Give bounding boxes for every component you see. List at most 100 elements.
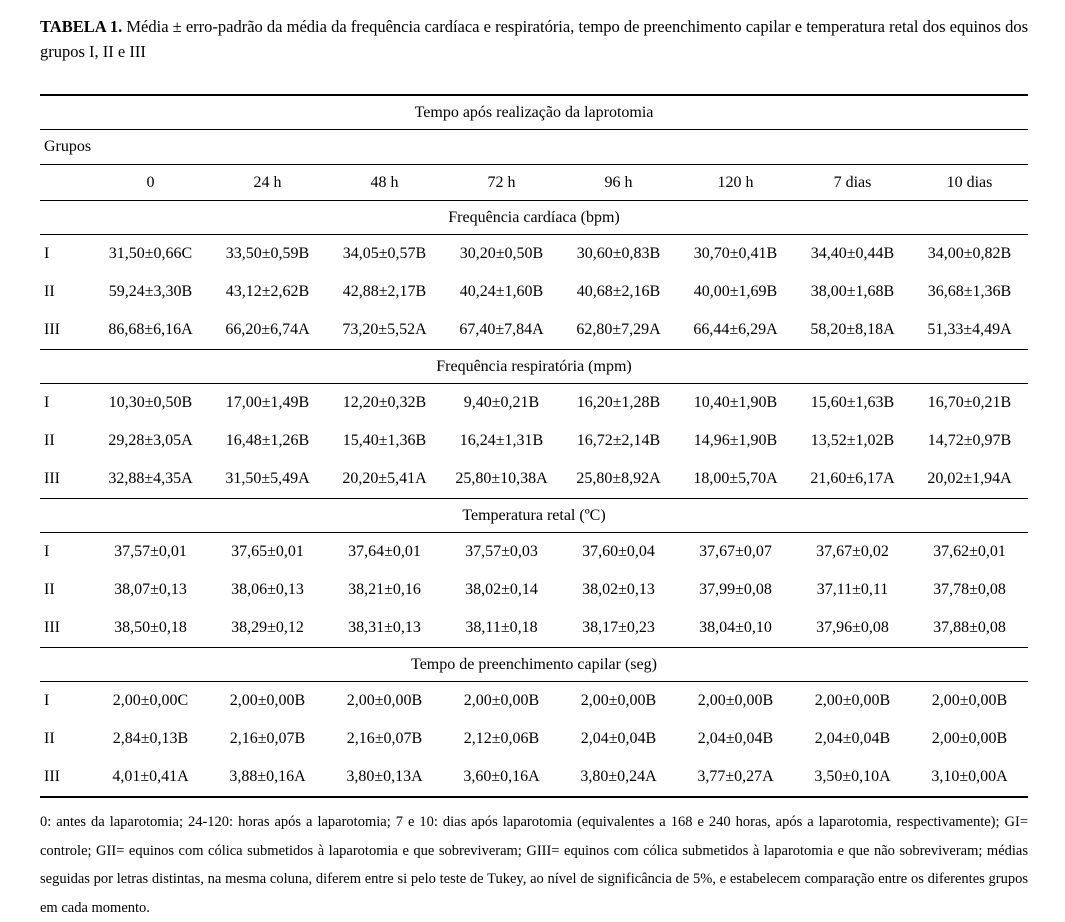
value-cell: 38,00±1,68B	[810, 283, 895, 300]
table-row: III 4,01±0,41A 3,88±0,16A 3,80±0,13A 3,6…	[40, 758, 1028, 798]
value-cell: 38,07±0,13	[114, 581, 187, 598]
value-cell: 2,12±0,06B	[463, 730, 540, 747]
table-row: II 38,07±0,13 38,06±0,13 38,21±0,16 38,0…	[40, 571, 1028, 609]
value-cell: 32,88±4,35A	[92, 460, 209, 499]
value-cell: 14,72±0,97B	[927, 432, 1012, 449]
value-cell: 33,50±0,59B	[225, 245, 310, 262]
group-cell: I	[44, 692, 50, 709]
value-cell: 37,57±0,01	[114, 543, 187, 560]
value-cell: 2,00±0,00C	[112, 692, 189, 709]
value-cell: 86,68±6,16A	[92, 311, 209, 350]
group-cell: II	[44, 581, 55, 598]
value-cell: 10,40±1,90B	[693, 394, 778, 411]
value-cell: 2,00±0,00B	[697, 692, 774, 709]
value-cell: 10,30±0,50B	[108, 394, 193, 411]
value-cell: 66,20±6,74A	[209, 311, 326, 350]
span-header-row: Tempo após realização da laprotomia	[40, 95, 1028, 130]
value-cell: 16,20±1,28B	[576, 394, 661, 411]
value-cell: 2,04±0,04B	[580, 730, 657, 747]
value-cell: 2,00±0,00B	[229, 692, 306, 709]
value-cell: 2,00±0,00B	[814, 692, 891, 709]
value-cell: 2,00±0,00B	[346, 692, 423, 709]
value-cell: 66,44±6,29A	[677, 311, 794, 350]
group-cell: I	[44, 245, 50, 262]
value-cell: 38,29±0,12	[209, 609, 326, 648]
value-cell: 3,77±0,27A	[677, 758, 794, 798]
value-cell: 25,80±10,38A	[443, 460, 560, 499]
value-cell: 34,00±0,82B	[927, 245, 1012, 262]
value-cell: 58,20±8,18A	[794, 311, 911, 350]
value-cell: 62,80±7,29A	[560, 311, 677, 350]
section-title-respiratory-rate: Frequência respiratória (mpm)	[40, 349, 1028, 384]
value-cell: 38,21±0,16	[348, 581, 421, 598]
value-cell: 2,16±0,07B	[346, 730, 423, 747]
value-cell: 59,24±3,30B	[108, 283, 193, 300]
value-cell: 40,24±1,60B	[459, 283, 544, 300]
group-cell: III	[40, 460, 92, 499]
value-cell: 2,16±0,07B	[229, 730, 306, 747]
value-cell: 34,40±0,44B	[810, 245, 895, 262]
section-title-row: Tempo de preenchimento capilar (seg)	[40, 647, 1028, 682]
value-cell: 40,00±1,69B	[693, 283, 778, 300]
group-cell: III	[40, 609, 92, 648]
section-title-capillary-refill: Tempo de preenchimento capilar (seg)	[40, 647, 1028, 682]
table-caption-text: Média ± erro-padrão da média da frequênc…	[40, 17, 1029, 61]
time-column-header: 48 h	[326, 164, 443, 201]
value-cell: 15,60±1,63B	[810, 394, 895, 411]
value-cell: 30,70±0,41B	[693, 245, 778, 262]
table-caption-label: TABELA 1.	[40, 17, 123, 36]
value-cell: 2,04±0,04B	[814, 730, 891, 747]
value-cell: 31,50±0,66C	[108, 245, 193, 262]
value-cell: 37,64±0,01	[348, 543, 421, 560]
value-cell: 73,20±5,52A	[326, 311, 443, 350]
group-cell: I	[44, 543, 50, 560]
value-cell: 37,78±0,08	[933, 581, 1006, 598]
value-cell: 3,80±0,13A	[326, 758, 443, 798]
value-cell: 37,67±0,07	[699, 543, 772, 560]
section-title-heart-rate: Frequência cardíaca (bpm)	[40, 200, 1028, 235]
group-cell: III	[40, 311, 92, 350]
table-row: I 31,50±0,66C 33,50±0,59B 34,05±0,57B 30…	[40, 235, 1028, 274]
table-row: I 2,00±0,00C 2,00±0,00B 2,00±0,00B 2,00±…	[40, 682, 1028, 721]
data-table: Tempo após realização da laprotomia Grup…	[40, 94, 1028, 798]
value-cell: 38,02±0,13	[582, 581, 655, 598]
time-column-header: 0	[92, 164, 209, 201]
value-cell: 29,28±3,05A	[108, 432, 193, 449]
value-cell: 37,60±0,04	[582, 543, 655, 560]
time-column-header: 72 h	[443, 164, 560, 201]
table-row: I 10,30±0,50B 17,00±1,49B 12,20±0,32B 9,…	[40, 384, 1028, 423]
value-cell: 36,68±1,36B	[927, 283, 1012, 300]
value-cell: 17,00±1,49B	[225, 394, 310, 411]
time-column-header: 7 dias	[794, 164, 911, 201]
table-row: III 86,68±6,16A 66,20±6,74A 73,20±5,52A …	[40, 311, 1028, 350]
value-cell: 37,67±0,02	[816, 543, 889, 560]
time-column-header: 10 dias	[911, 164, 1028, 201]
value-cell: 20,02±1,94A	[911, 460, 1028, 499]
value-cell: 37,88±0,08	[911, 609, 1028, 648]
section-title-row: Temperatura retal (ºC)	[40, 498, 1028, 533]
time-header-row: 0 24 h 48 h 72 h 96 h 120 h 7 dias 10 di…	[40, 164, 1028, 201]
value-cell: 20,20±5,41A	[326, 460, 443, 499]
table-row: I 37,57±0,01 37,65±0,01 37,64±0,01 37,57…	[40, 533, 1028, 572]
section-title-row: Frequência respiratória (mpm)	[40, 349, 1028, 384]
group-cell: II	[44, 283, 55, 300]
value-cell: 34,05±0,57B	[342, 245, 427, 262]
value-cell: 16,70±0,21B	[927, 394, 1012, 411]
value-cell: 12,20±0,32B	[342, 394, 427, 411]
table-row: II 59,24±3,30B 43,12±2,62B 42,88±2,17B 4…	[40, 273, 1028, 311]
value-cell: 40,68±2,16B	[576, 283, 661, 300]
value-cell: 18,00±5,70A	[677, 460, 794, 499]
groups-label: Grupos	[40, 129, 1028, 165]
value-cell: 2,04±0,04B	[697, 730, 774, 747]
value-cell: 4,01±0,41A	[92, 758, 209, 798]
section-title-row: Frequência cardíaca (bpm)	[40, 200, 1028, 235]
table-row: III 38,50±0,18 38,29±0,12 38,31±0,13 38,…	[40, 609, 1028, 648]
value-cell: 30,20±0,50B	[459, 245, 544, 262]
empty-header-cell	[40, 164, 92, 201]
value-cell: 37,11±0,11	[816, 581, 889, 598]
value-cell: 38,50±0,18	[92, 609, 209, 648]
value-cell: 14,96±1,90B	[693, 432, 778, 449]
group-cell: III	[40, 758, 92, 798]
value-cell: 16,24±1,31B	[459, 432, 544, 449]
